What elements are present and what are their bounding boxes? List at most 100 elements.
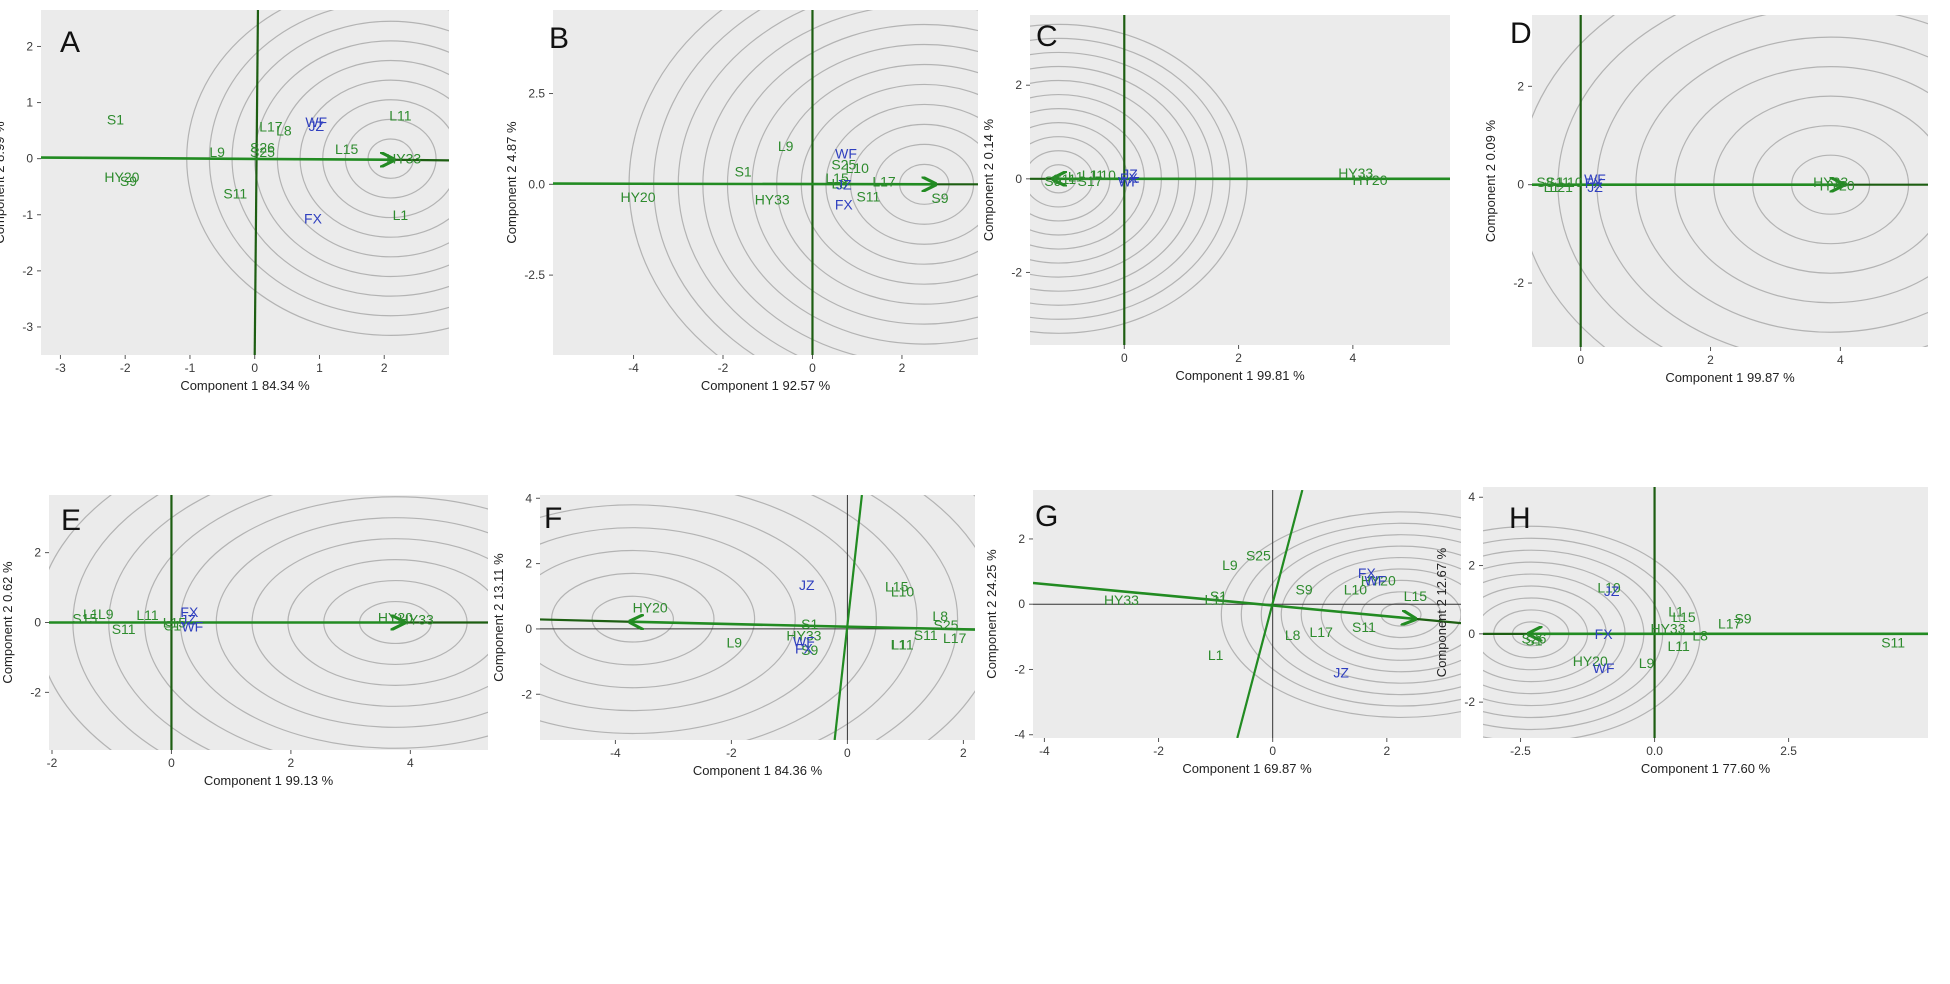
plot-background <box>1483 487 1928 738</box>
y-tick-label: -2 <box>1513 276 1524 290</box>
y-tick-label: 2 <box>525 557 532 571</box>
x-tick-label: 2 <box>1235 351 1242 365</box>
genotype-label: S1 <box>1210 588 1227 604</box>
genotype-label: S25 <box>250 144 275 160</box>
x-tick-label: 2 <box>288 756 295 770</box>
x-tick-label: -4 <box>610 746 621 760</box>
plot-background <box>1033 490 1461 738</box>
y-tick-label: -2 <box>22 264 33 278</box>
y-axis-label: Component 2 4.87 % <box>504 121 519 244</box>
concentric-circle <box>1220 511 1461 719</box>
genotype-label: HY33 <box>386 151 421 167</box>
concentric-circle <box>1280 545 1461 684</box>
x-axis-label: Component 1 77.60 % <box>1641 761 1771 776</box>
axis-extension <box>540 618 630 623</box>
genotype-label: S25 <box>1246 547 1271 563</box>
x-axis-label: Component 1 92.57 % <box>701 378 831 393</box>
genotype-label: S1 <box>735 164 752 180</box>
axis-extension <box>393 158 449 162</box>
genotype-label: HY33 <box>1650 621 1685 637</box>
genotype-label: S9 <box>1296 582 1313 598</box>
genotype-label: L9 <box>727 635 743 651</box>
genotype-label: S11 <box>223 185 247 201</box>
y-tick-label: -2.5 <box>524 268 545 282</box>
y-tick-label: 0 <box>34 616 41 630</box>
genotype-label: S9 <box>1734 610 1751 626</box>
x-tick-label: -3 <box>55 361 66 375</box>
genotype-label: L1 <box>1668 604 1684 620</box>
x-axis-label: Component 1 99.81 % <box>1175 368 1305 383</box>
genotype-label: L8 <box>1285 627 1301 643</box>
genotype-label: S1 <box>164 617 181 633</box>
x-axis-label: Component 1 84.36 % <box>693 763 823 778</box>
x-tick-label: 1 <box>316 361 323 375</box>
genotype-label: HY20 <box>633 600 668 616</box>
x-tick-label: 0.0 <box>1646 744 1663 758</box>
genotype-label: S9 <box>931 190 948 206</box>
y-tick-label: -2 <box>30 685 41 699</box>
genotype-label: L1 <box>1208 647 1224 663</box>
environment-label: FX <box>1120 170 1139 186</box>
environment-label: WF <box>181 619 203 635</box>
y-tick-label: -4 <box>1014 728 1025 742</box>
genotype-label: L17 <box>872 173 896 189</box>
y-tick-label: -2 <box>1464 695 1475 709</box>
panel-letter: A <box>60 26 80 59</box>
x-tick-label: 0 <box>1121 351 1128 365</box>
genotype-label: L8 <box>276 123 292 139</box>
panel-letter: B <box>549 22 569 55</box>
genotype-label: S15 <box>72 610 97 626</box>
genotype-label: HY20 <box>1573 653 1608 669</box>
environment-label: JZ <box>799 577 815 593</box>
genotype-label: L9 <box>1222 557 1238 573</box>
x-axis-label: Component 1 99.87 % <box>1665 370 1795 385</box>
x-tick-label: 0 <box>809 361 816 375</box>
environment-label: JZ <box>836 176 852 192</box>
axis-extension <box>1415 617 1461 625</box>
x-tick-label: 0 <box>168 756 175 770</box>
y-tick-label: -2 <box>521 687 532 701</box>
y-tick-label: 0 <box>26 152 33 166</box>
environment-label: FX <box>1585 175 1604 191</box>
environment-label: JZ <box>1333 665 1349 681</box>
plot-background <box>41 10 449 355</box>
y-tick-label: 0 <box>525 622 532 636</box>
x-tick-label: -2 <box>726 746 737 760</box>
genotype-label: L15 <box>1672 609 1696 625</box>
genotype-label: L9 <box>209 144 225 160</box>
average-environment-axis-arrow <box>1033 581 1415 619</box>
average-environment-axis-arrow <box>553 184 936 185</box>
genotype-label: HY33 <box>1338 165 1373 181</box>
genotype-label: HY20 <box>104 169 139 185</box>
panel-letter: C <box>1036 20 1058 53</box>
genotype-label: S11 <box>856 188 880 204</box>
environment-label: FX <box>304 211 323 227</box>
x-tick-label: 0 <box>251 361 258 375</box>
average-environment-axis-arrow <box>41 158 394 160</box>
genotype-label: S25 <box>831 156 856 172</box>
genotype-label: L10 <box>1559 174 1583 190</box>
genotype-label: HY33 <box>1813 174 1848 190</box>
genotype-label: L11 <box>1204 591 1227 607</box>
x-axis-label: Component 1 99.13 % <box>204 773 334 788</box>
environment-label: WF <box>1593 660 1615 676</box>
genotype-label: L15 <box>163 615 187 631</box>
environment-label: JZ <box>180 612 196 628</box>
x-tick-label: 4 <box>1350 351 1357 365</box>
average-environment-ordinate <box>253 10 260 355</box>
panel-letter: E <box>61 504 81 537</box>
environment-label: JZ <box>1122 166 1138 182</box>
plot-background <box>540 495 975 740</box>
y-tick-label: 2 <box>1468 559 1475 573</box>
concentric-circle <box>540 504 837 735</box>
genotype-label: L11 <box>1082 167 1105 183</box>
concentric-circle <box>810 495 918 740</box>
y-tick-label: 2.5 <box>528 87 545 101</box>
x-tick-label: -2.5 <box>1510 744 1531 758</box>
y-tick-label: 0 <box>1015 172 1022 186</box>
panel-letter: F <box>544 502 562 535</box>
genotype-label: S1 <box>1525 633 1542 649</box>
